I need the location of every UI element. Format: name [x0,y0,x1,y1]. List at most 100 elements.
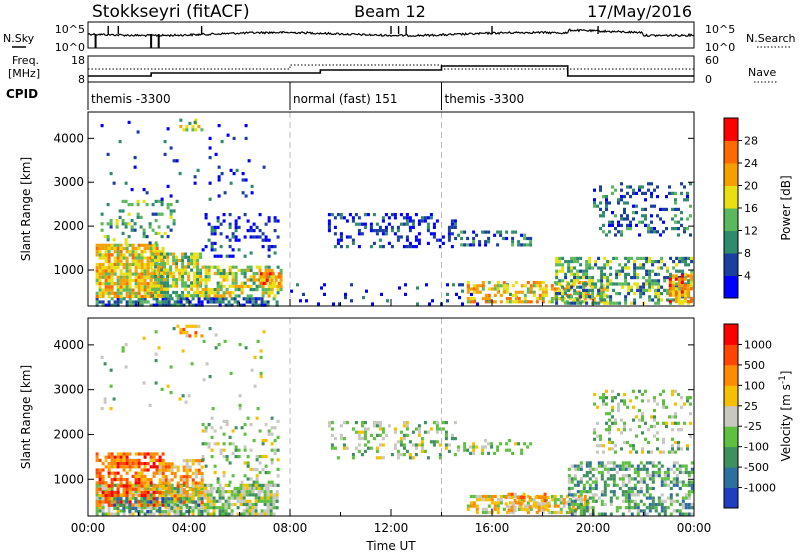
colorbar-tick-label: 20 [744,180,758,193]
data-cell [176,297,180,301]
data-cell [152,506,156,510]
data-cell [199,284,203,288]
data-cell [687,263,691,267]
data-cell [269,496,273,500]
data-cell [116,465,120,469]
data-cell [216,294,220,298]
data-cell [157,252,161,256]
data-cell [116,484,120,488]
data-cell [636,470,640,475]
data-cell [204,284,208,288]
data-cell [339,232,343,236]
data-cell [224,490,228,494]
data-cell [115,225,119,229]
data-cell [611,396,614,400]
data-cell [657,470,661,475]
data-cell [591,499,595,503]
data-cell [234,235,238,239]
data-cell [113,272,117,276]
data-cell [594,480,598,484]
data-cell [638,389,641,393]
data-cell [252,288,256,292]
data-cell [119,497,123,501]
data-cell [151,287,155,291]
data-cell [160,203,164,207]
data-cell [142,235,146,239]
data-cell [204,291,208,295]
data-cell [677,290,681,294]
data-cell [588,276,592,280]
data-cell [270,291,274,295]
data-cell [110,275,114,279]
data-cell [487,300,491,304]
data-cell [600,461,604,465]
data-cell [107,465,111,469]
data-cell [615,272,619,276]
data-cell [119,285,123,289]
data-cell [234,238,238,242]
data-cell [255,265,259,269]
data-cell [653,415,656,419]
data-cell [237,284,241,288]
data-cell [190,281,194,285]
data-cell [224,297,228,301]
data-cell [657,292,661,296]
data-cell [672,483,676,487]
data-cell [606,470,610,475]
data-cell [149,502,153,507]
data-cell [125,262,129,267]
data-cell [166,203,170,207]
data-cell [535,300,539,304]
nsky-label: N.Sky [3,32,35,45]
data-cell [639,477,643,481]
data-cell [402,222,406,226]
data-cell [585,272,589,276]
data-cell [417,427,421,431]
data-cell [505,300,509,304]
data-cell [185,497,189,501]
data-cell [169,215,173,219]
data-cell [236,496,240,500]
data-cell [656,214,659,218]
data-cell [134,493,138,497]
data-cell [143,465,147,469]
data-cell [659,207,662,211]
data-cell [593,392,596,397]
data-cell [677,207,680,211]
data-cell [140,243,144,247]
data-cell [484,240,488,244]
data-cell [683,293,687,297]
data-cell [570,272,574,276]
data-cell [441,235,445,239]
data-cell [507,508,511,512]
data-cell [249,423,253,427]
data-cell [218,512,222,516]
data-cell [98,253,102,257]
data-cell [614,421,617,425]
data-cell [101,294,105,299]
data-cell [597,512,601,516]
data-cell [663,506,667,510]
data-cell [517,290,521,294]
data-cell [384,213,388,217]
data-cell [642,467,646,471]
data-cell [520,448,524,452]
data-cell [224,502,228,507]
data-cell [633,292,637,296]
data-cell [375,229,379,233]
data-cell [540,502,544,506]
data-cell [648,269,652,273]
data-cell [200,300,204,304]
data-cell [596,405,599,409]
data-cell [172,159,176,163]
data-cell [121,222,125,226]
data-cell [234,229,238,233]
data-cell [597,292,601,296]
data-cell [104,455,108,459]
data-cell [481,451,485,455]
data-cell [223,339,227,343]
data-cell [188,475,192,479]
data-cell [262,275,266,279]
data-cell [249,265,253,269]
data-cell [212,502,216,507]
